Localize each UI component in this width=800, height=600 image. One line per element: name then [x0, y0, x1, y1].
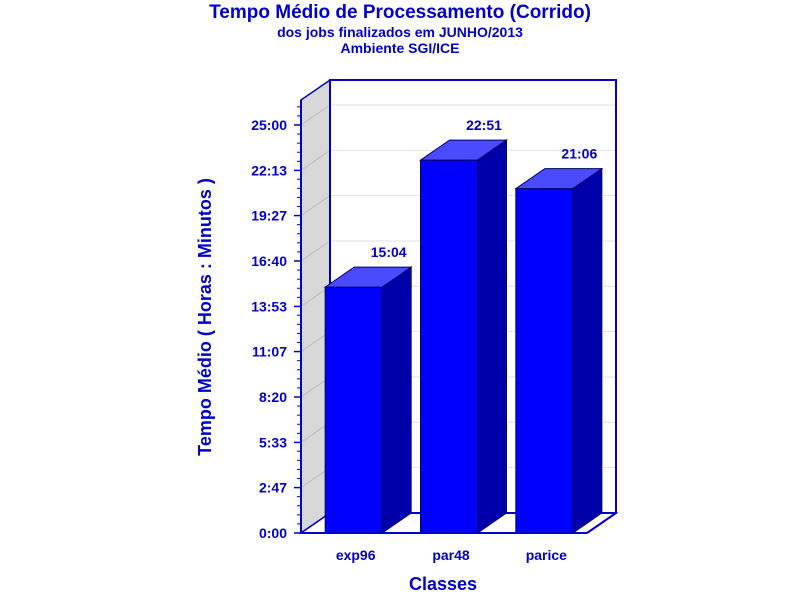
- bar-top: [418, 139, 509, 161]
- x-tick-label: exp96: [336, 547, 376, 563]
- wall-gridline: [300, 104, 331, 126]
- bar-side: [477, 139, 507, 534]
- data-label: 22:51: [466, 117, 502, 133]
- y-tick-label: 16:40: [251, 253, 287, 269]
- wall-gridline: [300, 150, 331, 171]
- bar-top: [323, 266, 413, 288]
- bar-top: [514, 168, 604, 190]
- wall-gridline: [300, 195, 331, 216]
- bar-side: [381, 266, 412, 534]
- chart-subtitle: dos jobs finalizados em JUNHO/2013: [277, 24, 523, 40]
- y-tick-label: 2:47: [259, 480, 287, 496]
- y-axis-ticks: 0:00 2:47 5:33 8:20 11:07 13:53 16:40 19:27 22:1…: [251, 106, 301, 541]
- chart-title: Tempo Médio de Processamento (Corrido): [209, 2, 591, 23]
- floor-edge: [586, 512, 617, 534]
- x-axis-labels: exp96 par48 parice: [336, 547, 567, 563]
- wall-gridline: [300, 240, 331, 262]
- y-tick-label: 0:00: [259, 525, 287, 541]
- bar-parice: 21:06: [514, 146, 604, 534]
- bar-front: [324, 286, 383, 534]
- data-label: 15:04: [371, 244, 407, 260]
- y-axis-title: Tempo Médio ( Horas : Minutos ): [195, 178, 215, 456]
- x-tick-label: parice: [526, 547, 567, 563]
- chart-subtitle-2: Ambiente SGI/ICE: [340, 40, 460, 56]
- y-tick-label: 5:33: [259, 434, 287, 450]
- bar-front: [515, 188, 574, 534]
- x-axis-title: Classes: [409, 574, 477, 594]
- y-tick-label: 8:20: [259, 389, 287, 405]
- bar-side: [572, 167, 603, 534]
- y-tick-label: 11:07: [252, 344, 287, 360]
- y-tick-label: 22:13: [251, 162, 287, 178]
- y-tick-label: 19:27: [251, 208, 287, 224]
- x-tick-label: par48: [432, 547, 470, 563]
- y-tick-label: 13:53: [251, 298, 287, 314]
- bar-exp96: 15:04: [323, 244, 413, 534]
- data-label: 21:06: [561, 146, 597, 162]
- bar-front: [420, 159, 478, 534]
- y-tick-label: 25:00: [251, 117, 287, 133]
- chart-title-block: Tempo Médio de Processamento (Corrido) d…: [0, 2, 800, 56]
- bars: 15:04 22:51 21:06: [301, 117, 617, 534]
- bar-par48: 22:51: [418, 117, 509, 534]
